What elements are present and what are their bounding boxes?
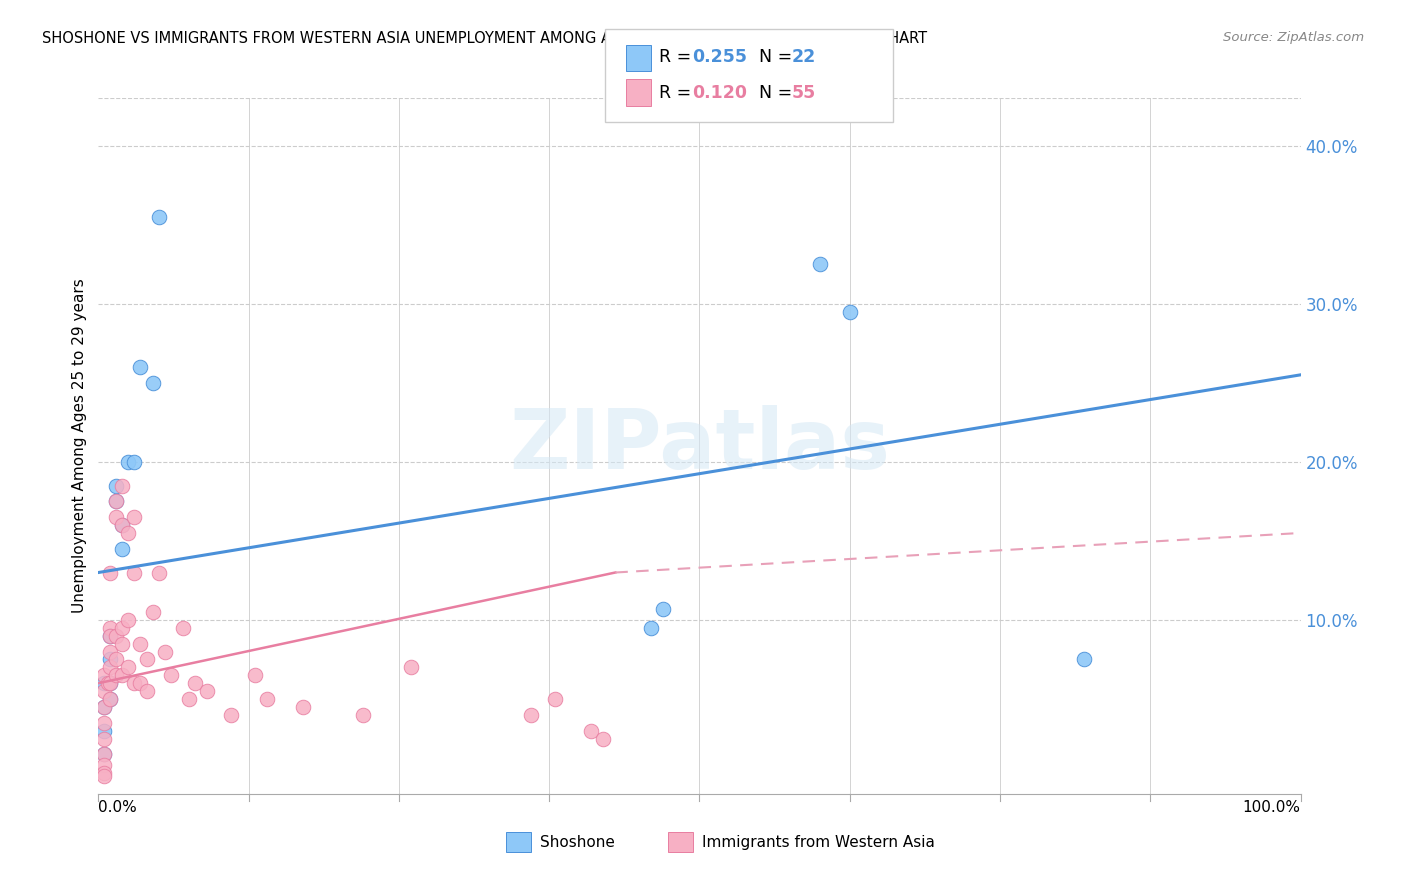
Point [399,660,422,674]
Point [93,731,115,746]
Text: R =: R = [659,84,697,102]
Point [124,510,146,524]
Point [117,525,139,540]
Point [135,684,157,698]
Point [100,629,122,643]
Point [124,676,146,690]
Text: 0.255: 0.255 [692,48,747,66]
Text: N =: N = [759,48,799,66]
Point [141,376,163,390]
Point [93,723,115,738]
Point [100,652,122,666]
Point [808,257,831,271]
Point [219,707,242,722]
Point [135,652,157,666]
Point [148,210,170,224]
Point [105,652,128,666]
Text: 100.0%: 100.0% [1243,800,1301,814]
Point [100,676,122,690]
Point [93,676,115,690]
Point [141,605,163,619]
Point [111,518,134,533]
Point [124,455,146,469]
Point [105,494,128,508]
Text: 55: 55 [792,84,815,102]
Point [105,494,128,508]
Point [111,518,134,533]
Point [93,769,115,784]
Point [172,621,194,635]
Point [256,692,278,706]
Point [581,723,603,738]
Point [159,668,181,682]
Point [183,676,205,690]
Point [100,621,122,635]
Text: N =: N = [759,84,799,102]
Point [117,455,139,469]
Point [652,602,675,616]
Point [592,731,614,746]
Point [105,668,128,682]
Text: 0.120: 0.120 [692,84,747,102]
Point [177,692,200,706]
Point [111,541,134,556]
Point [129,359,152,374]
Point [291,699,314,714]
Point [93,668,115,682]
Point [105,478,128,492]
Point [93,684,115,698]
Point [111,668,134,682]
Point [520,707,543,722]
Point [93,715,115,730]
Point [124,566,146,580]
Point [111,621,134,635]
Point [640,621,662,635]
Point [117,660,139,674]
Point [111,637,134,651]
Point [93,758,115,772]
Text: Source: ZipAtlas.com: Source: ZipAtlas.com [1223,31,1364,45]
Point [105,510,128,524]
Point [100,629,122,643]
Point [105,629,128,643]
Text: ZIPatlas: ZIPatlas [509,406,890,486]
Point [111,478,134,492]
Point [195,684,218,698]
Point [93,699,115,714]
Point [93,747,115,762]
Point [100,692,122,706]
Text: 0.0%: 0.0% [98,800,138,814]
Text: R =: R = [659,48,697,66]
Point [100,660,122,674]
Point [93,766,115,780]
Point [100,644,122,658]
Point [243,668,266,682]
Point [93,747,115,762]
Point [97,676,120,690]
Point [129,637,152,651]
Point [100,676,122,690]
Point [153,644,176,658]
Point [352,707,374,722]
Point [838,304,860,318]
Point [148,566,170,580]
Text: Shoshone: Shoshone [540,835,614,849]
Point [117,613,139,627]
Point [129,676,152,690]
Point [1073,652,1095,666]
Text: SHOSHONE VS IMMIGRANTS FROM WESTERN ASIA UNEMPLOYMENT AMONG AGES 25 TO 29 YEARS : SHOSHONE VS IMMIGRANTS FROM WESTERN ASIA… [42,31,928,46]
Text: Immigrants from Western Asia: Immigrants from Western Asia [702,835,935,849]
Y-axis label: Unemployment Among Ages 25 to 29 years: Unemployment Among Ages 25 to 29 years [72,278,87,614]
Point [100,566,122,580]
Point [100,692,122,706]
Point [93,699,115,714]
Point [544,692,567,706]
Text: 22: 22 [792,48,815,66]
